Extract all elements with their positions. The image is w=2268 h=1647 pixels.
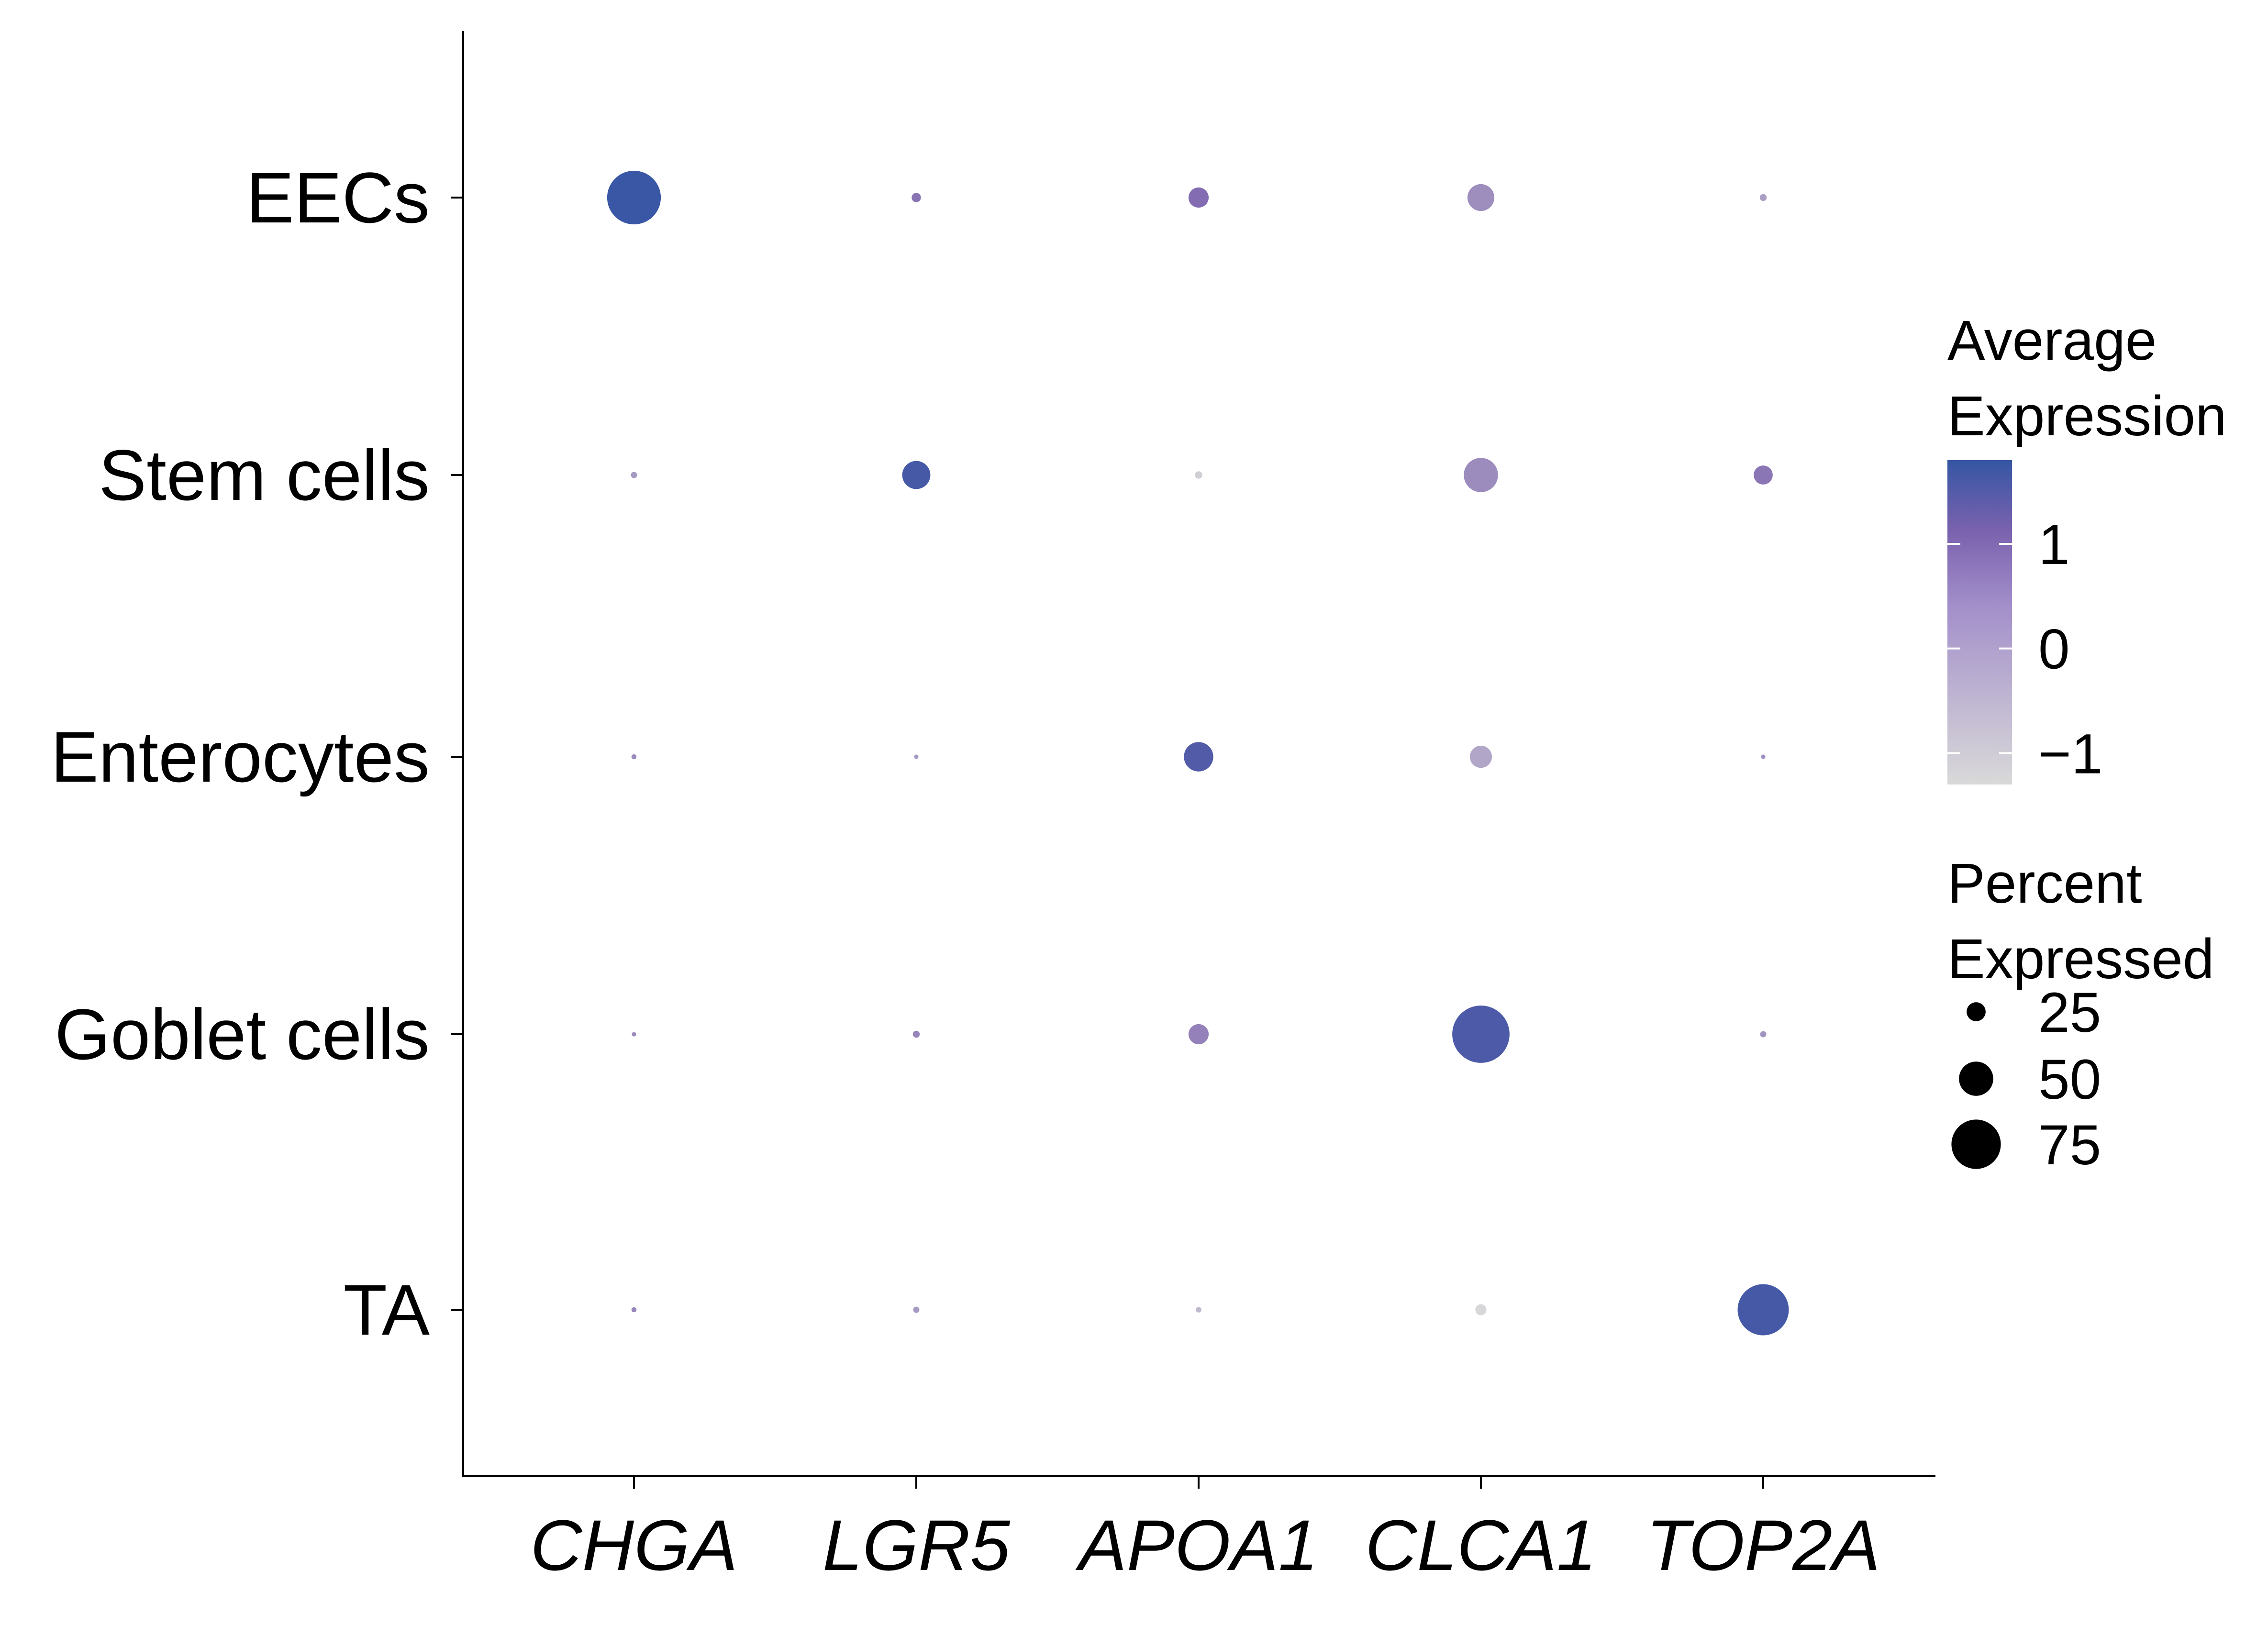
size-legend-dot-50: [1959, 1061, 1993, 1096]
dot-stem-cells-clca1: [1464, 458, 1498, 492]
dot-enterocytes-apoa1: [1184, 742, 1213, 772]
dot-ta-chga: [631, 1307, 637, 1313]
dot-stem-cells-top2a: [1754, 465, 1773, 485]
color-tick-label-1: −1: [2038, 722, 2103, 785]
x-tick-label-clca1: CLCA1: [1365, 1505, 1597, 1585]
color-legend-bar: [1947, 460, 2012, 785]
size-legend-title-line-1: Percent: [1947, 852, 2142, 915]
y-tick-label-goblet-cells: Goblet cells: [55, 994, 430, 1074]
dot-layer: [607, 170, 1789, 1336]
dot-goblet-cells-clca1: [1452, 1006, 1510, 1063]
dot-eecs-chga: [607, 170, 661, 225]
x-tick-label-chga: CHGA: [530, 1505, 737, 1585]
dot-ta-clca1: [1475, 1304, 1487, 1315]
dot-stem-cells-chga: [631, 472, 637, 478]
dot-eecs-clca1: [1467, 184, 1495, 211]
color-legend-ticks: 1 0 −1: [1947, 513, 2103, 785]
size-legend-label-75: 75: [2038, 1114, 2101, 1177]
y-tick-label-enterocytes: Enterocytes: [51, 717, 430, 797]
dot-goblet-cells-top2a: [1760, 1031, 1767, 1038]
dot-eecs-apoa1: [1188, 187, 1209, 208]
color-tick-label-1: 1: [2038, 513, 2070, 576]
dot-enterocytes-clca1: [1469, 745, 1492, 768]
x-axis-ticks: CHGA LGR5 APOA1 CLCA1 TOP2A: [530, 1476, 1880, 1585]
dot-goblet-cells-lgr5: [912, 1030, 920, 1038]
dot-goblet-cells-chga: [632, 1032, 636, 1037]
y-tick-label-stem-cells: Stem cells: [99, 435, 430, 515]
dot-ta-top2a: [1737, 1284, 1789, 1336]
dot-eecs-lgr5: [912, 193, 921, 202]
dot-enterocytes-top2a: [1761, 754, 1766, 759]
dot-stem-cells-apoa1: [1195, 471, 1202, 479]
dot-ta-apoa1: [1196, 1307, 1201, 1313]
x-tick-label-lgr5: LGR5: [823, 1505, 1010, 1585]
color-legend: Average Expression 1 0 −1: [1947, 309, 2227, 785]
y-axis-ticks: EECs Stem cells Enterocytes Goblet cells TA: [51, 157, 463, 1350]
size-legend-dot-75: [1951, 1119, 2001, 1169]
color-legend-title-line-2: Expression: [1947, 385, 2227, 448]
x-tick-label-top2a: TOP2A: [1646, 1505, 1880, 1585]
dot-goblet-cells-apoa1: [1188, 1024, 1209, 1045]
dot-enterocytes-lgr5: [914, 754, 919, 759]
size-legend-dot-25: [1967, 1002, 1986, 1021]
size-legend-label-25: 25: [2038, 981, 2101, 1044]
y-tick-label-eecs: EECs: [246, 157, 430, 238]
y-tick-label-ta: TA: [343, 1270, 430, 1350]
size-legend-label-50: 50: [2038, 1048, 2101, 1111]
dot-stem-cells-lgr5: [902, 461, 931, 489]
color-legend-title-line-1: Average: [1947, 309, 2157, 372]
size-legend-title-line-2: Expressed: [1947, 928, 2214, 991]
x-tick-label-apoa1: APOA1: [1075, 1505, 1318, 1585]
dot-ta-lgr5: [913, 1306, 920, 1313]
color-tick-label-0: 0: [2038, 618, 2070, 681]
dot-enterocytes-chga: [631, 754, 637, 760]
dot-eecs-top2a: [1759, 194, 1767, 201]
